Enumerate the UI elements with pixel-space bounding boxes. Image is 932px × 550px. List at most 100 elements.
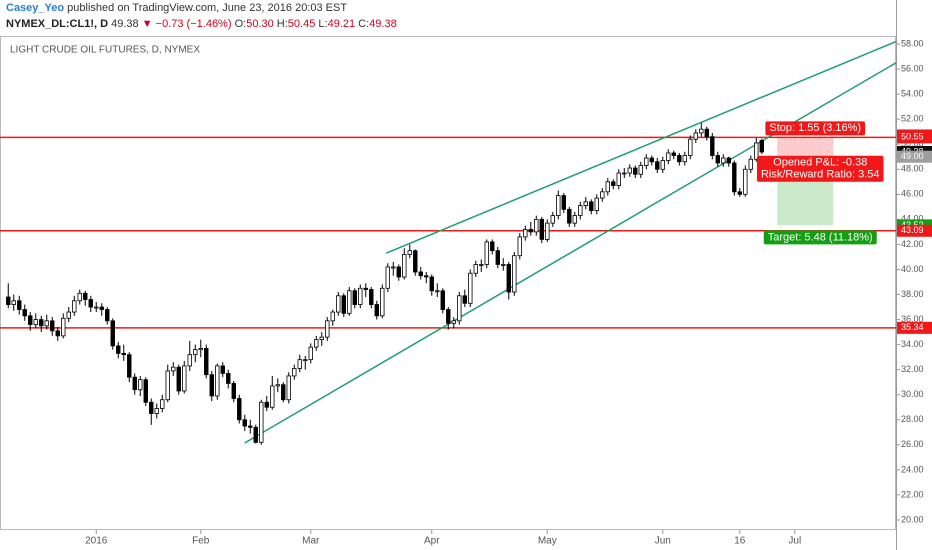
candle-body xyxy=(160,399,165,409)
candle-body xyxy=(88,299,93,308)
author[interactable]: Casey_Yeo xyxy=(6,2,65,14)
candle-body xyxy=(589,201,594,212)
candle-body xyxy=(165,370,170,401)
position-label: Stop: 1.55 (3.16%) xyxy=(765,121,866,136)
candle-body xyxy=(616,172,621,186)
candle-body xyxy=(495,250,500,265)
candle-body xyxy=(330,311,335,322)
candle-body xyxy=(6,296,11,305)
candle-body xyxy=(512,255,517,293)
candle-body xyxy=(528,228,533,233)
candle-body xyxy=(539,218,544,240)
candle-body xyxy=(699,128,704,134)
candle-body xyxy=(270,385,275,408)
candle-body xyxy=(391,266,396,269)
ohlc-value: 50.45 xyxy=(287,18,316,30)
candle-body xyxy=(380,287,385,317)
candle-body xyxy=(721,157,726,164)
candle-body xyxy=(732,162,737,193)
candle-body xyxy=(506,264,511,293)
candle-body xyxy=(132,376,137,391)
candle-body xyxy=(545,222,550,240)
candle-body xyxy=(737,191,742,195)
position-label: Target: 5.48 (11.18%) xyxy=(763,230,877,245)
candle-body xyxy=(292,368,297,377)
candle-body xyxy=(561,195,566,210)
candle-body xyxy=(666,152,671,161)
candle-body xyxy=(358,287,363,305)
x-tick-label: Jun xyxy=(655,536,671,547)
candle-body xyxy=(468,272,473,304)
candle-body xyxy=(39,319,44,327)
ohlc-value: 49.38 xyxy=(369,18,397,30)
price-label: 43.09 xyxy=(901,225,924,235)
y-tick-label: 28.00 xyxy=(901,414,924,424)
candle-body xyxy=(281,384,286,401)
candle-body xyxy=(149,401,154,414)
candle-body xyxy=(517,236,522,257)
candle-body xyxy=(187,354,192,367)
symbol-line: NYMEX_DL:CL1!, D 49.38 ▼ −0.73 (−1.46%) … xyxy=(6,18,397,30)
candle-body xyxy=(33,319,38,325)
candle-body xyxy=(143,379,148,403)
candle-body xyxy=(22,309,27,317)
publish-line: Casey_Yeo published on TradingView.com, … xyxy=(6,2,347,14)
candle-body xyxy=(319,336,324,341)
candle-body xyxy=(138,379,143,391)
candle-body xyxy=(677,155,682,163)
candle-body xyxy=(644,157,649,166)
candle-body xyxy=(715,155,720,164)
change: −0.73 (−1.46%) xyxy=(155,18,232,30)
candle-body xyxy=(154,408,159,414)
candle-body xyxy=(402,254,407,278)
y-tick-label: 50.00 xyxy=(901,139,924,149)
y-tick-label: 24.00 xyxy=(901,464,924,474)
candle-body xyxy=(176,366,181,392)
candle-body xyxy=(66,311,71,319)
y-tick-label: 54.00 xyxy=(901,88,924,98)
price-label: 43.52 xyxy=(901,220,924,230)
trendline xyxy=(244,62,897,444)
candle-body xyxy=(198,347,203,351)
candle-body xyxy=(286,375,291,401)
label-box xyxy=(765,121,866,136)
candle-body xyxy=(688,138,693,156)
candle-body xyxy=(105,309,110,322)
candle-body xyxy=(94,306,99,309)
candle-body xyxy=(556,195,561,217)
plot-frame xyxy=(0,36,896,530)
header: Casey_Yeo published on TradingView.com, … xyxy=(0,0,932,34)
candle-body xyxy=(259,401,264,443)
price-label-box xyxy=(897,131,932,144)
candle-body xyxy=(303,359,308,362)
candle-body xyxy=(550,215,555,224)
candle-body xyxy=(50,320,55,332)
candle-body xyxy=(237,398,242,421)
y-tick-label: 38.00 xyxy=(901,289,924,299)
candle-body xyxy=(193,349,198,356)
candle-body xyxy=(231,383,236,399)
candle-body xyxy=(754,142,759,160)
x-tick-label: May xyxy=(538,536,557,547)
candle-body xyxy=(759,140,764,153)
candle-body xyxy=(649,157,654,163)
candle-body xyxy=(385,266,390,289)
y-tick-label: 58.00 xyxy=(901,38,924,48)
candle-body xyxy=(396,266,401,278)
y-tick-label: 52.00 xyxy=(901,114,924,124)
candle-body xyxy=(429,276,434,292)
candle-body xyxy=(726,157,731,164)
price-label-box xyxy=(897,150,932,163)
ohlc-label: C: xyxy=(358,18,370,30)
y-tick-label: 30.00 xyxy=(901,389,924,399)
arrow: ▼ xyxy=(141,18,153,30)
label-text: Opened P&L: -0.38 xyxy=(773,157,867,169)
candle-body xyxy=(605,181,610,193)
candle-body xyxy=(242,419,247,427)
candle-body xyxy=(567,208,572,224)
candle-body xyxy=(204,347,209,376)
candle-body xyxy=(61,317,66,337)
